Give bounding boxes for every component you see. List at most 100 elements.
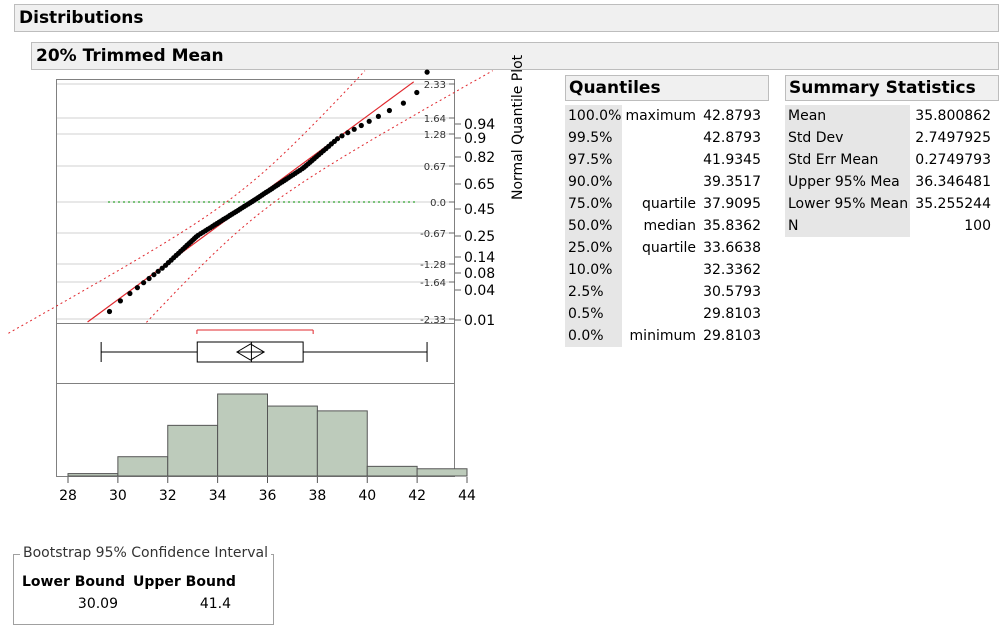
quantiles-header[interactable]: Quantiles <box>565 75 769 101</box>
quantile-percent: 25.0% <box>565 237 622 259</box>
x-tick-label: 32 <box>159 488 177 504</box>
summary-stat-name: Std Err Mean <box>785 149 910 171</box>
quantile-value: 41.9345 <box>703 152 761 168</box>
data-point <box>117 298 123 304</box>
summary-statistics-header[interactable]: Summary Statistics <box>785 75 999 101</box>
lower-bound-value: 30.09 <box>77 596 118 612</box>
lower-bound-header: Lower Bound <box>22 574 125 590</box>
data-point <box>134 285 140 291</box>
histogram-bar <box>167 424 219 477</box>
x-tick-label: 30 <box>109 488 127 504</box>
x-tick-label: 36 <box>259 488 277 504</box>
bootstrap-ci-title[interactable]: Bootstrap 95% Confidence Interval <box>20 545 272 561</box>
data-point <box>127 290 133 297</box>
histogram-bar <box>217 393 268 477</box>
data-point <box>351 126 357 132</box>
quantile-label: quartile <box>642 240 696 256</box>
quantile-value: 35.8362 <box>703 218 761 234</box>
summary-row: Std Err Mean 0.2749793 <box>785 149 999 171</box>
data-point <box>400 100 406 106</box>
histogram-bar <box>316 410 368 477</box>
quantile-row: 75.0% quartile 37.9095 <box>565 193 769 215</box>
p-tick-label: 0.25 <box>464 229 495 245</box>
quantile-percent: 99.5% <box>565 127 622 149</box>
summary-stat-value: 0.2749793 <box>915 152 991 168</box>
quantiles-title: Quantiles <box>569 78 661 98</box>
quantile-label: median <box>643 218 696 234</box>
summary-stat-value: 2.7497925 <box>915 130 991 146</box>
data-point <box>358 122 364 129</box>
z-tick-label: -0.67 <box>420 229 446 240</box>
lower-confidence-band <box>8 70 366 334</box>
p-tick-label: 0.14 <box>464 250 495 266</box>
p-tick-label: 0.65 <box>464 177 495 193</box>
quantile-row: 25.0% quartile 33.6638 <box>565 237 769 259</box>
summary-stat-value: 100 <box>964 218 991 234</box>
distributions-header[interactable]: Distributions <box>14 4 999 32</box>
data-point <box>339 133 345 139</box>
quantile-row: 97.5% 41.9345 <box>565 149 769 171</box>
data-point <box>141 280 147 286</box>
quantile-percent: 90.0% <box>565 171 622 193</box>
quantile-value: 42.8793 <box>703 108 761 124</box>
summary-row: Lower 95% Mean 35.255244 <box>785 193 999 215</box>
quantile-percent: 50.0% <box>565 215 622 237</box>
data-point <box>414 89 420 96</box>
quantile-value: 32.3362 <box>703 262 761 278</box>
data-point <box>386 107 392 114</box>
z-tick-label: -1.64 <box>420 278 446 289</box>
summary-statistics-title: Summary Statistics <box>789 78 976 98</box>
summary-stat-name: N <box>785 215 910 237</box>
x-tick-label: 34 <box>209 488 227 504</box>
quantile-percent: 10.0% <box>565 259 622 281</box>
quantile-value: 42.8793 <box>703 130 761 146</box>
data-point <box>334 136 341 142</box>
z-tick-label: -1.28 <box>420 260 446 271</box>
quantile-percent: 2.5% <box>565 281 622 303</box>
quantile-value: 29.8103 <box>703 328 761 344</box>
quantile-row: 0.5% 29.8103 <box>565 303 769 325</box>
quantile-value: 29.8103 <box>703 306 761 322</box>
summary-stat-value: 35.255244 <box>915 196 991 212</box>
quantile-percent: 100.0% <box>565 105 622 127</box>
data-point <box>155 268 161 274</box>
data-point <box>106 308 113 315</box>
p-tick-label: 0.82 <box>464 150 495 166</box>
summary-stat-name: Mean <box>785 105 910 127</box>
quantile-row: 2.5% 30.5793 <box>565 281 769 303</box>
upper-bound-header: Upper Bound <box>133 574 236 590</box>
summary-row: Std Dev 2.7497925 <box>785 127 999 149</box>
summary-row: N 100 <box>785 215 999 237</box>
data-point <box>345 130 351 136</box>
histogram-bar <box>416 468 468 477</box>
p-tick-label: 0.04 <box>464 283 495 299</box>
quantile-label: quartile <box>642 196 696 212</box>
quantile-value: 33.6638 <box>703 240 761 256</box>
z-tick-label: 0.0 <box>430 198 446 209</box>
summary-row: Upper 95% Mea 36.346481 <box>785 171 999 193</box>
histogram-bar <box>117 456 169 477</box>
quantile-label: minimum <box>629 328 696 344</box>
p-tick-label: 0.94 <box>464 117 495 133</box>
z-tick-label: 0.67 <box>424 162 446 173</box>
x-tick-label: 38 <box>308 488 326 504</box>
p-tick-label: 0.01 <box>464 313 495 329</box>
upper-confidence-band <box>135 70 493 334</box>
distributions-title: Distributions <box>19 8 144 28</box>
data-point <box>151 272 157 278</box>
data-point <box>146 275 152 282</box>
quantile-row: 50.0% median 35.8362 <box>565 215 769 237</box>
summary-stat-value: 36.346481 <box>915 174 991 190</box>
z-tick-label: -2.33 <box>420 315 446 326</box>
trimmed-mean-header[interactable]: 20% Trimmed Mean <box>31 42 999 70</box>
quantile-value: 39.3517 <box>703 174 761 190</box>
summary-stat-name: Lower 95% Mean <box>785 193 910 215</box>
data-point <box>366 118 372 124</box>
histogram-bar <box>366 465 418 477</box>
quantile-row: 0.0% minimum 29.8103 <box>565 325 769 347</box>
summary-row: Mean 35.800862 <box>785 105 999 127</box>
x-tick-label: 40 <box>358 488 376 504</box>
x-tick-label: 42 <box>408 488 426 504</box>
